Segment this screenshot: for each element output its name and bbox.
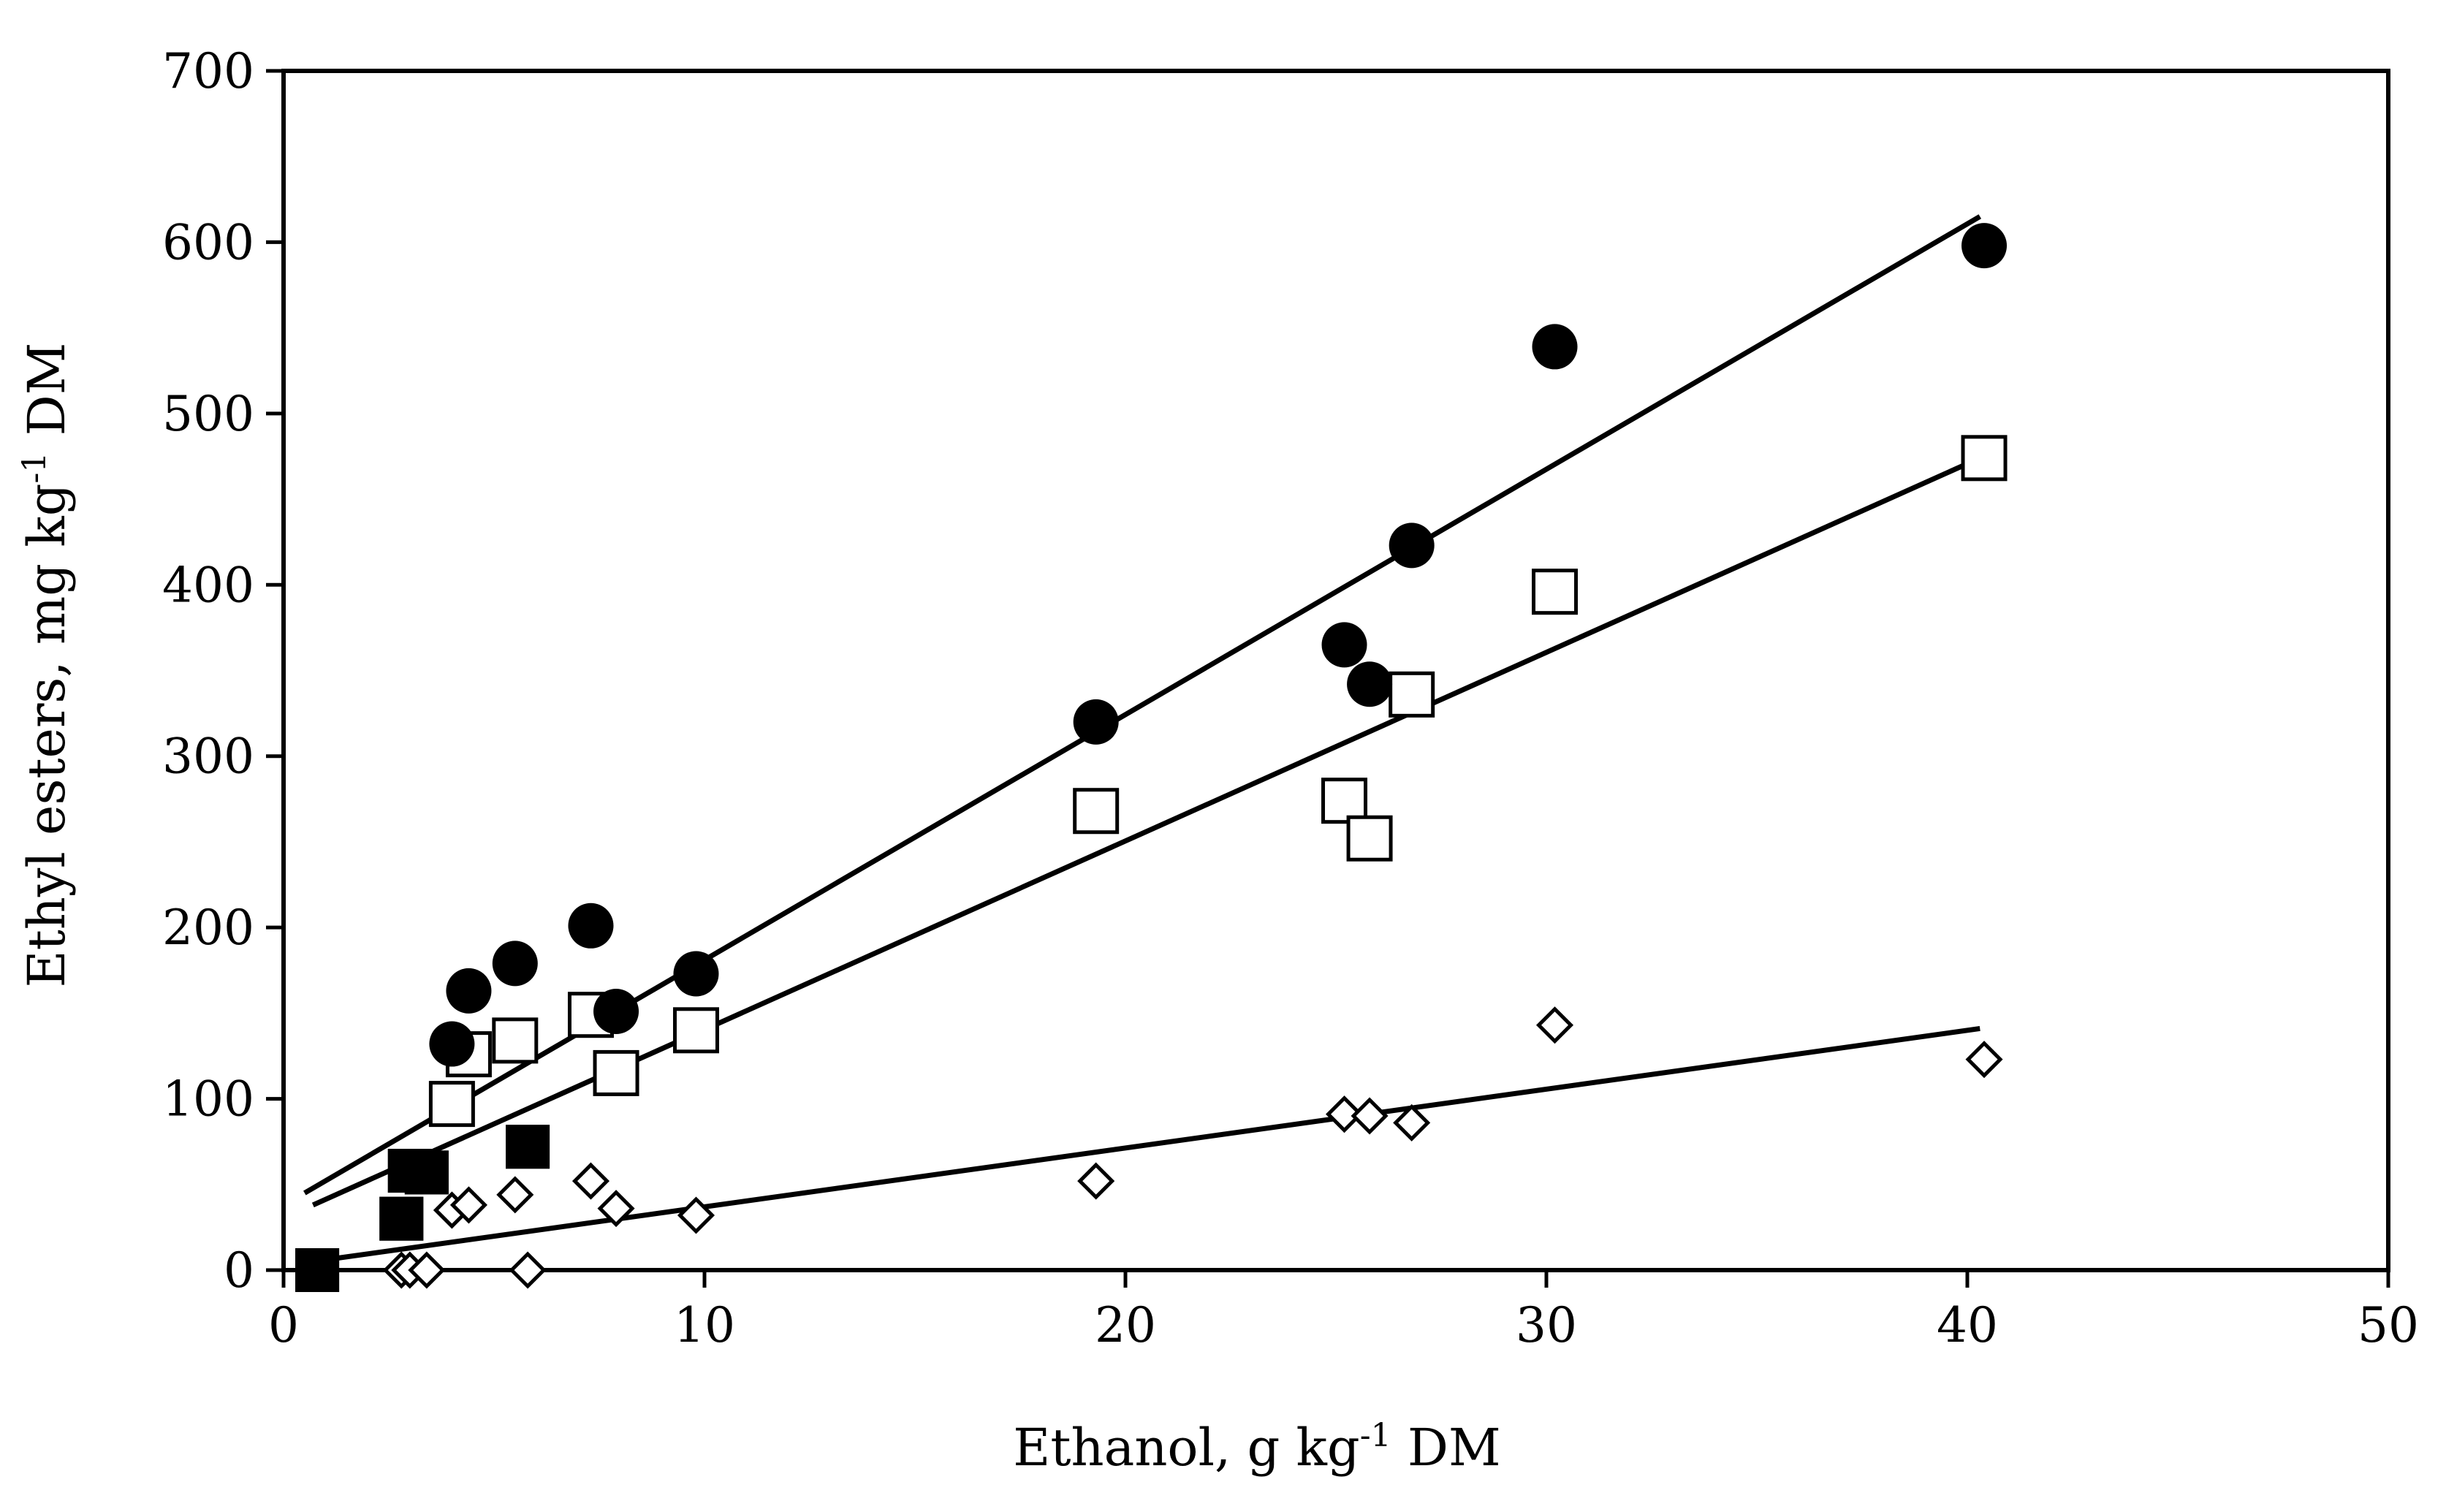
y-axis-title: Ethyl esters, mg kg-1 DM bbox=[16, 343, 77, 988]
y-tick-label: 500 bbox=[162, 386, 254, 442]
series2-data-point bbox=[672, 1007, 719, 1054]
total-data-point bbox=[429, 1021, 475, 1067]
series3-data-point bbox=[496, 1176, 534, 1214]
total-data-point bbox=[1321, 622, 1367, 668]
plot-frame-group bbox=[281, 69, 2390, 1272]
total-data-point bbox=[1389, 523, 1435, 569]
total-data-point bbox=[568, 903, 614, 949]
total-data-point bbox=[506, 1125, 550, 1169]
series2-data-point bbox=[428, 1081, 475, 1128]
series2-data-point bbox=[1532, 569, 1579, 615]
series2-data-point bbox=[492, 1017, 539, 1064]
y-tick-label: 200 bbox=[162, 900, 254, 956]
total-data-point bbox=[673, 951, 719, 997]
plot-frame bbox=[281, 69, 2390, 1272]
series2-data-point bbox=[1346, 815, 1393, 862]
series2-data-point bbox=[1961, 435, 2008, 482]
x-tick-label: 40 bbox=[1937, 1297, 1998, 1353]
total-data-point bbox=[446, 968, 492, 1014]
total-data-point bbox=[404, 1150, 449, 1195]
series3-data-point bbox=[597, 1190, 635, 1228]
series3-data-point bbox=[509, 1251, 547, 1289]
fit-lines-group bbox=[303, 214, 1982, 1264]
total-data-point bbox=[492, 941, 538, 987]
total-data-point bbox=[593, 989, 639, 1035]
x-tick-label: 20 bbox=[1095, 1297, 1156, 1353]
y-tick-label: 0 bbox=[224, 1242, 254, 1299]
x-tick-label: 50 bbox=[2358, 1297, 2419, 1353]
total-data-point bbox=[1073, 699, 1119, 745]
y-tick-label: 400 bbox=[162, 557, 254, 613]
x-tick-label: 10 bbox=[674, 1297, 735, 1353]
series2-data-point bbox=[1073, 788, 1120, 835]
series3-data-point bbox=[571, 1162, 610, 1200]
total-data-point bbox=[295, 1248, 340, 1292]
y-tick-label: 100 bbox=[162, 1071, 254, 1128]
series3-fit-line bbox=[312, 1025, 1980, 1264]
series2-data-point bbox=[593, 1049, 639, 1096]
x-tick-label: 0 bbox=[268, 1297, 299, 1353]
y-tick-label: 600 bbox=[162, 214, 254, 270]
series3-data-point bbox=[1965, 1041, 2003, 1079]
y-tick-label: 300 bbox=[162, 729, 254, 785]
total-fit-line bbox=[303, 214, 1982, 1196]
series3-data-point bbox=[1393, 1103, 1431, 1141]
series3-data-point bbox=[1535, 1006, 1574, 1044]
series3-data-point bbox=[1077, 1162, 1115, 1200]
series3-data-point bbox=[677, 1196, 715, 1234]
series2-data-point bbox=[1321, 778, 1368, 824]
series2-fit-line bbox=[311, 455, 1981, 1208]
x-tick-label: 30 bbox=[1516, 1297, 1577, 1353]
series3-data-point bbox=[1351, 1097, 1389, 1135]
total-data-point bbox=[1961, 223, 2008, 269]
total-data-point bbox=[1532, 324, 1578, 370]
total-data-point bbox=[1347, 661, 1393, 707]
data-points-group bbox=[295, 223, 2008, 1292]
series3-data-point bbox=[408, 1251, 446, 1289]
series2-data-point bbox=[1389, 671, 1435, 718]
series3-data-point bbox=[449, 1186, 487, 1224]
x-axis-title: Ethanol, g kg-1 DM bbox=[1013, 1417, 1500, 1478]
series3-data-point bbox=[1325, 1095, 1364, 1133]
total-data-point bbox=[379, 1196, 424, 1241]
y-tick-label: 700 bbox=[162, 43, 254, 99]
